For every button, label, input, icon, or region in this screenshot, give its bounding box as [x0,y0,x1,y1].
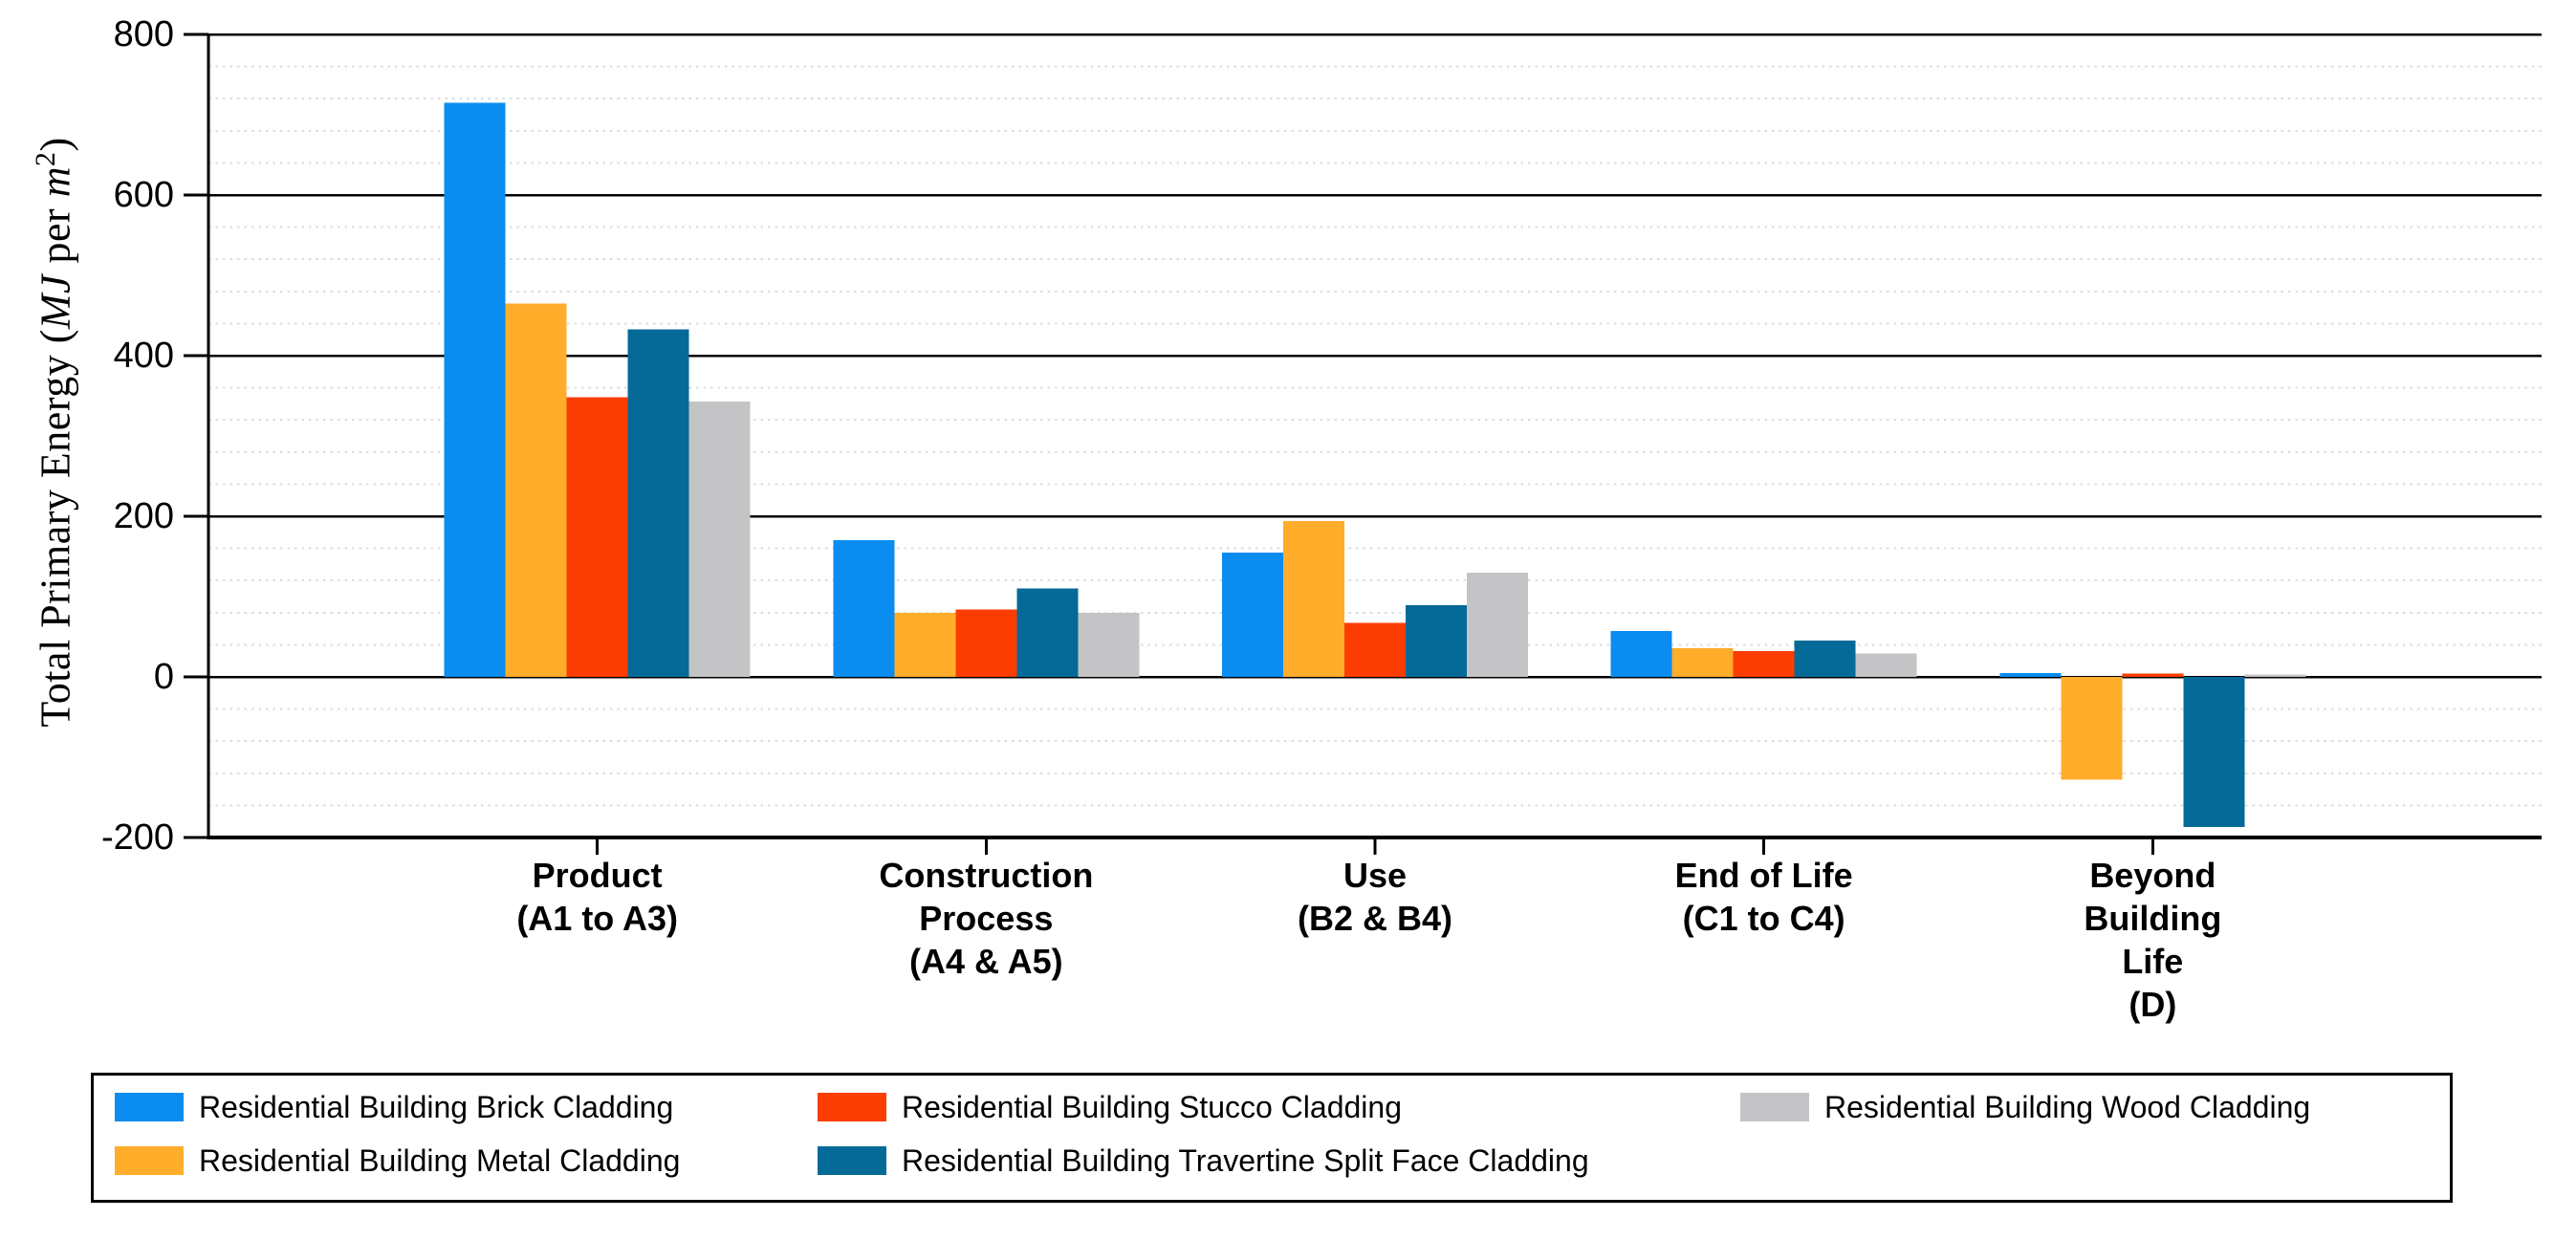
legend-item: Residential Building Stucco Cladding [818,1091,1402,1123]
y-tick-label-600: 600 [113,175,174,215]
legend: Residential Building Brick Cladding Resid… [91,1073,2453,1203]
bar-residential-building-brick-cladding-cat3 [1222,552,1283,677]
bar-residential-building-wood-cladding-cat5 [2244,674,2306,677]
bar-residential-building-brick-cladding-cat1 [444,102,506,677]
y-axis-unit-exponent: 2 [29,151,61,166]
y-axis-title-suffix: ) [32,137,79,152]
y-tick-label-0: 0 [153,657,174,697]
legend-swatch-icon [818,1146,886,1175]
category-label-2: Construction Process (A4 & A5) [879,856,1094,981]
category-label-1: Product (A1 to A3) [516,856,678,938]
legend-label: Residential Building Wood Cladding [1824,1090,2311,1124]
bar-residential-building-metal-cladding-cat5 [2061,677,2123,780]
bar-residential-building-travertine-split-face-cladding-cat1 [627,329,689,677]
legend-swatch-icon [818,1093,886,1121]
legend-item: Residential Building Travertine Split Fa… [818,1144,1589,1177]
y-axis-unit-energy: MJ [32,273,79,330]
category-label-5: Beyond Building Life (D) [2084,856,2222,1024]
y-tick-label-800: 800 [113,14,174,54]
legend-swatch-icon [1740,1093,1809,1121]
legend-label: Residential Building Stucco Cladding [902,1090,1402,1124]
bar-residential-building-travertine-split-face-cladding-cat4 [1794,641,1856,677]
bar-residential-building-wood-cladding-cat3 [1467,572,1528,677]
category-label-3: Use (B2 & B4) [1297,856,1453,938]
y-tick-label--200: -200 [100,817,174,858]
bar-residential-building-brick-cladding-cat2 [833,540,895,677]
legend-item: Residential Building Metal Cladding [115,1144,680,1177]
plot-area [184,33,2542,855]
legend-swatch-icon [115,1146,184,1175]
legend-label: Residential Building Metal Cladding [199,1143,681,1178]
bar-residential-building-brick-cladding-cat5 [1999,672,2062,677]
bar-residential-building-stucco-cladding-cat1 [566,397,628,677]
y-axis-title: Total Primary Energy (MJ per m2) [29,137,80,727]
legend-item: Residential Building Brick Cladding [115,1091,673,1123]
bar-residential-building-brick-cladding-cat4 [1610,631,1672,677]
bar-residential-building-metal-cladding-cat2 [894,612,956,677]
bar-residential-building-wood-cladding-cat4 [1855,653,1917,677]
y-tick-label-400: 400 [113,336,174,376]
bar-residential-building-metal-cladding-cat3 [1283,521,1344,677]
bar-residential-building-travertine-split-face-cladding-cat5 [2183,677,2245,828]
legend-label: Residential Building Travertine Split Fa… [902,1143,1589,1178]
bar-residential-building-travertine-split-face-cladding-cat2 [1016,588,1079,677]
bar-residential-building-stucco-cladding-cat4 [1733,651,1795,677]
legend-label: Residential Building Brick Cladding [199,1090,674,1124]
bar-residential-building-wood-cladding-cat2 [1078,612,1140,677]
bar-residential-building-travertine-split-face-cladding-cat3 [1406,605,1467,677]
bar-residential-building-wood-cladding-cat1 [688,401,751,677]
legend-item: Residential Building Wood Cladding [1740,1091,2310,1123]
legend-swatch-icon [115,1093,184,1121]
bar-residential-building-metal-cladding-cat4 [1671,647,1734,677]
bar-residential-building-stucco-cladding-cat3 [1344,622,1406,677]
bar-residential-building-stucco-cladding-cat2 [955,609,1017,677]
category-label-4: End of Life (C1 to C4) [1674,856,1853,938]
bar-residential-building-stucco-cladding-cat5 [2122,673,2184,677]
y-tick-label-200: 200 [113,496,174,536]
bar-residential-building-metal-cladding-cat1 [505,303,567,677]
